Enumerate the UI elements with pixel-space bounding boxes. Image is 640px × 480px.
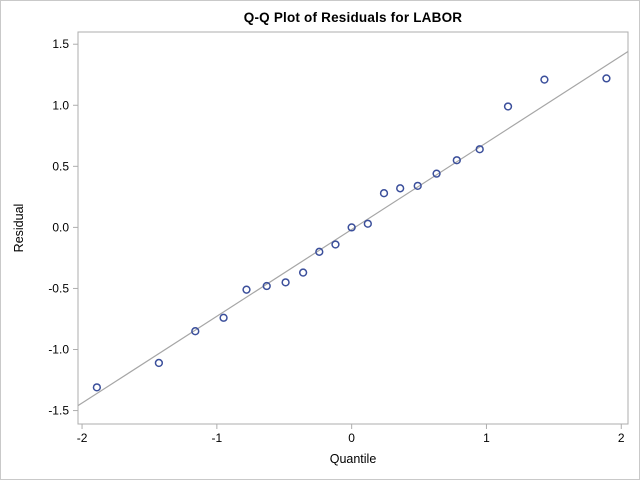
x-tick-label: 1 [483, 431, 490, 445]
y-tick-label: -1.0 [48, 343, 69, 357]
x-tick-label: 2 [618, 431, 625, 445]
data-point [540, 75, 549, 84]
data-point [219, 313, 228, 322]
data-point [242, 285, 251, 294]
x-axis-label: Quantile [329, 452, 377, 466]
y-tick-label: -1.5 [48, 404, 69, 418]
y-tick-label: 0.5 [52, 159, 69, 173]
normal-reference-line [77, 51, 629, 407]
y-tick-label: -0.5 [48, 281, 69, 295]
y-tick-label: 1.5 [52, 37, 69, 51]
data-point [602, 74, 611, 83]
data-point [191, 327, 200, 336]
data-point [331, 240, 340, 249]
data-point [92, 383, 102, 392]
chart-title: Q-Q Plot of Residuals for LABOR [243, 10, 463, 25]
data-point [503, 102, 513, 111]
data-point [475, 145, 484, 154]
y-tick-label: 0.0 [52, 220, 69, 234]
data-point [315, 247, 324, 256]
data-point [262, 281, 271, 291]
data-point [347, 223, 356, 232]
data-point [298, 268, 308, 277]
x-tick-label: -1 [212, 431, 223, 445]
data-point [363, 219, 372, 228]
y-tick-label: 1.0 [52, 98, 69, 112]
x-tick-label: -2 [77, 431, 88, 445]
data-point [396, 184, 405, 193]
plot-frame [77, 31, 629, 425]
data-point [379, 189, 389, 198]
x-tick-label: 0 [348, 431, 355, 445]
data-point [281, 278, 290, 287]
data-point [413, 181, 422, 191]
data-point [452, 156, 461, 165]
data-point [432, 169, 441, 178]
data-point [154, 358, 164, 368]
